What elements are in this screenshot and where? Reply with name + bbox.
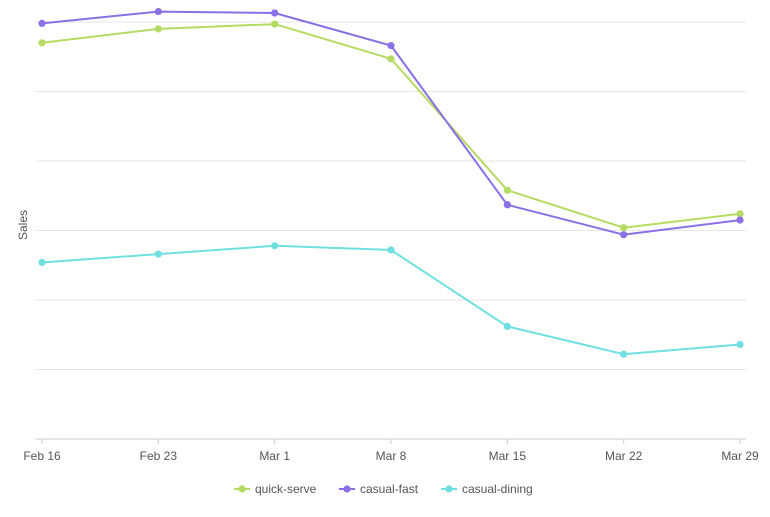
- data-point-casual-dining: [38, 258, 46, 267]
- legend-item-casual-dining: casual-dining: [441, 482, 533, 496]
- data-point-quick-serve: [620, 224, 628, 232]
- data-point-quick-serve: [736, 210, 744, 218]
- data-point-quick-serve: [154, 25, 162, 33]
- legend-label: quick-serve: [255, 482, 317, 496]
- data-point-casual-dining: [736, 340, 744, 349]
- data-point-casual-dining: [387, 246, 395, 254]
- data-point-casual-fast: [387, 42, 395, 50]
- series-layer: [38, 7, 744, 358]
- series-casual-fast: [38, 7, 744, 239]
- data-point-casual-fast: [503, 201, 511, 209]
- data-point-quick-serve: [38, 39, 46, 47]
- legend-marker-dot: [445, 485, 453, 493]
- data-point-casual-dining: [620, 350, 628, 358]
- data-point-casual-fast: [38, 19, 46, 27]
- data-point-quick-serve: [271, 20, 279, 28]
- series-casual-dining: [38, 242, 744, 358]
- series-line-quick-serve: [41, 23, 741, 229]
- legend-marker-dot: [238, 485, 246, 493]
- x-tick-labels: Feb 16 Feb 23 Mar 1 Mar 8 Mar 15 Mar 22 Mar 29: [23, 449, 759, 463]
- x-axis: [36, 438, 746, 444]
- data-point-casual-dining: [503, 322, 511, 331]
- legend-item-casual-fast: casual-fast: [339, 482, 419, 496]
- x-tick-label: Feb 23: [140, 449, 178, 463]
- data-point-casual-dining: [271, 242, 279, 250]
- legend-label: casual-fast: [360, 482, 419, 496]
- legend-marker-dot: [343, 485, 351, 493]
- y-axis-title: Sales: [16, 210, 30, 240]
- data-point-quick-serve: [387, 55, 395, 63]
- x-tick-label: Mar 1: [259, 449, 290, 463]
- x-tick-label: Mar 22: [605, 449, 643, 463]
- legend-label: casual-dining: [462, 482, 533, 496]
- grid-lines: [36, 21, 746, 370]
- data-point-casual-fast: [620, 231, 628, 239]
- x-tick-label: Feb 16: [23, 449, 61, 463]
- x-tick-label: Mar 29: [721, 449, 759, 463]
- data-point-casual-fast: [154, 7, 162, 16]
- series-quick-serve: [38, 20, 744, 232]
- data-point-quick-serve: [503, 186, 511, 194]
- data-point-casual-dining: [154, 250, 162, 258]
- data-point-casual-fast: [736, 216, 744, 224]
- legend: quick-serve casual-fast casual-dining: [234, 482, 533, 496]
- x-tick-label: Mar 15: [489, 449, 527, 463]
- legend-item-quick-serve: quick-serve: [234, 482, 317, 496]
- x-tick-label: Mar 8: [376, 449, 407, 463]
- data-point-casual-fast: [271, 9, 279, 17]
